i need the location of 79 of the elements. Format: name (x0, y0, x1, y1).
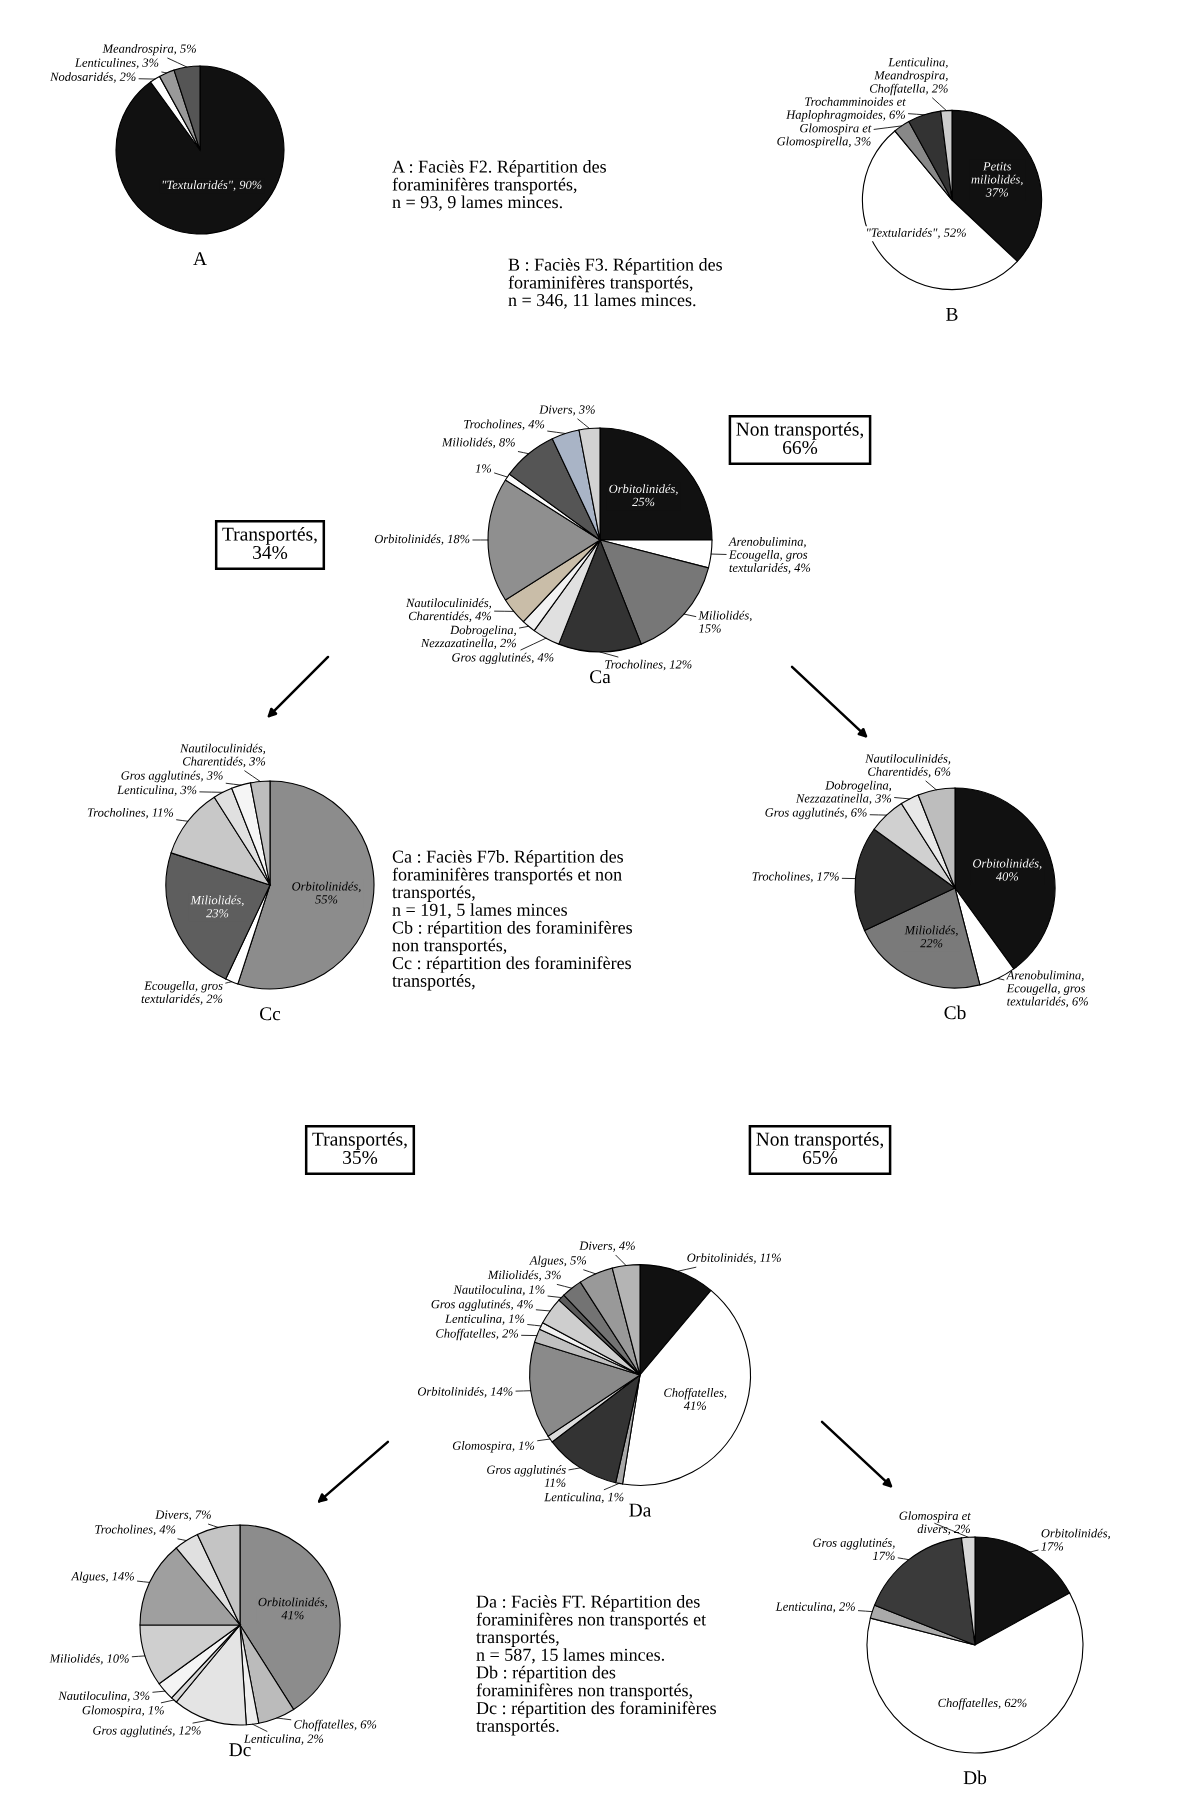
slice-label: Choffatelles, 6% (294, 1719, 377, 1732)
slice-label: Choffatelles, 62% (938, 1698, 1027, 1710)
slice-label: Lenticulina, 2% (243, 1734, 324, 1745)
slice-label: Algues, 14% (70, 1571, 134, 1583)
slice-label: Algues, 5% (529, 1255, 587, 1268)
slice-label: Miliolidés, 23% (190, 895, 244, 918)
text: B : Faciès F3. Répartition des foraminifères transportés, n = 346, 11 lames minces. (508, 258, 722, 309)
slice-label: Orbitolinidés, 41% (258, 1597, 327, 1620)
slice-label: "Textularidés", 90% (162, 180, 262, 191)
slice-label: Choffatelles, 2% (436, 1328, 519, 1341)
text: Transportés, 34% (222, 527, 317, 560)
slice-label: Arenobulimina, Ecougella, gros textularidés, 6% (1006, 970, 1088, 1008)
slice-label: Glomospira et Glomospirella, 3% (777, 123, 872, 148)
slice-label: "Textularidés", 52% (867, 228, 966, 239)
text: Da : Faciès FT. Répartition des foraminifères non transportés et transportés, n = 587, 15 lames minces. Db : répartition des foraminifères non transportés, Dc : répartition des foraminifères transportés. (476, 1595, 716, 1736)
text: A (193, 252, 207, 266)
text: Transportés, 35% (312, 1132, 407, 1165)
slice-label: Divers, 3% (539, 405, 595, 416)
slice-label: Lenticulina, 1% (444, 1314, 525, 1325)
slice-label: Divers, 7% (155, 1510, 211, 1521)
slice-label: Orbitolinidés, 11% (687, 1253, 781, 1264)
slice-label: Meandrospira, 5% (102, 44, 196, 56)
text: B (946, 307, 958, 321)
slice-label: Dobrogelina, Nezzazatinella, 3% (795, 780, 892, 805)
text: Non transportés, 65% (756, 1132, 884, 1165)
text: Db (963, 1770, 987, 1785)
text: Non transportés, 66% (736, 422, 864, 455)
slice-label: Gros agglutinés, 6% (765, 807, 867, 820)
slice-label: Gros agglutinés, 17% (813, 1538, 895, 1561)
text: Da (629, 1503, 652, 1517)
text: A : Faciès F2. Répartition des foraminifères transportés, n = 93, 9 lames minces. (392, 160, 606, 211)
text: Ca (590, 670, 611, 684)
slice-label: Nautiloculina, 1% (453, 1284, 545, 1296)
slice-label: Trocholines, 4% (464, 419, 545, 431)
slice-label: Orbitolinidés, 55% (292, 881, 361, 904)
slice-label: Trocholines, 4% (95, 1524, 176, 1536)
slice-label: Gros agglutinés, 12% (93, 1725, 201, 1738)
slice-label: Nautiloculinidés, Charentidés, 6% (865, 753, 951, 778)
slice-label: Trocholines, 11% (87, 807, 174, 819)
slice-label: Miliolidés, 3% (487, 1270, 561, 1281)
slice-label: Glomospira, 1% (452, 1441, 535, 1453)
slice-label: Nautiloculinidés, Charentidés, 3% (179, 743, 266, 768)
slice-label: Orbitolinidés, 40% (973, 858, 1042, 881)
slice-label: Lenticulines, 3% (74, 58, 159, 69)
slice-label: Divers, 4% (579, 1241, 635, 1252)
slice-label: Gros agglutinés, 3% (121, 770, 223, 783)
slice-label: Miliolidés, 8% (441, 437, 515, 449)
slice-label: Nautiloculinidés, Charentidés, 4% (405, 598, 492, 622)
slice-label: Glomospira, 1% (82, 1705, 164, 1717)
slice-label: Miliolidés, 15% (698, 610, 752, 633)
slice-label: Nautiloculina, 3% (58, 1691, 150, 1702)
slice-label: Orbitolinidés, 17% (1041, 1528, 1110, 1551)
slice-label: Trochamminoides et Haplophragmoides, 6% (786, 97, 906, 122)
slice-label: Miliolidés, 10% (49, 1653, 129, 1665)
slice-label: Glomospira et divers, 2% (899, 1511, 971, 1535)
text: Ca : Faciès F7b. Répartition des foraminifères transportés et non transportés, n = 191, 5 lames minces Cb : répartition des foraminifères non transportés, Cc : répartition des foraminifères transportés, (392, 850, 633, 991)
slice-label: Gros agglutinés, 4% (431, 1299, 533, 1311)
slice-label: Gros agglutinés 11% (487, 1465, 566, 1488)
slice-label: Orbitolinidés, 14% (417, 1386, 513, 1398)
text: Cc (260, 1007, 281, 1021)
slice-label: Ecougella, gros textularidés, 2% (141, 981, 223, 1005)
slice-label: Lenticulina, Meandrospira, Choffatella, 2% (869, 57, 948, 96)
slice-label: Dobrogelina, Nezzazatinella, 2% (420, 625, 516, 650)
slice-label: Orbitolinidés, 18% (374, 534, 470, 545)
slice-label: Trocholines, 17% (752, 871, 839, 883)
slice-label: Nodosaridés, 2% (50, 72, 136, 83)
text: Cb (944, 1005, 966, 1020)
slice-label: Orbitolinidés, 25% (609, 484, 678, 507)
slice-label: Choffatelles, 41% (664, 1387, 727, 1410)
slice-label: Arenobulimina, Ecougella, gros textularidés, 4% (728, 536, 811, 574)
slice-label: Petits miliolidés, 37% (971, 162, 1023, 197)
slice-label: Miliolidés, 22% (904, 925, 958, 948)
slice-label: Trocholines, 12% (605, 659, 692, 671)
slice-label: Lenticulina, 2% (775, 1601, 855, 1613)
slice-label: Gros agglutinés, 4% (452, 652, 554, 665)
text: Dc (229, 1743, 251, 1757)
slice-label: Lenticulina, 1% (544, 1492, 624, 1504)
slice-label: Lenticulina, 3% (117, 785, 197, 796)
slice-label: 1% (475, 464, 492, 473)
